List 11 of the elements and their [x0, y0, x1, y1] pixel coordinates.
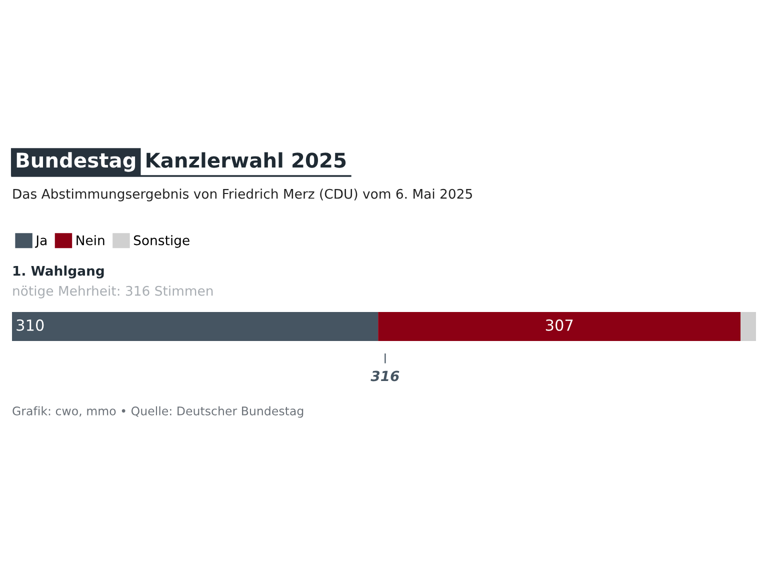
chart-title: Bundestag Kanzlerwahl 2025 [16, 152, 346, 172]
legend-label: Ja [34, 235, 46, 248]
data-label: 310 [16, 319, 44, 331]
y-tick-label: 1. Wahlgang [13, 266, 104, 278]
legend-label: Nein [76, 235, 104, 246]
annotation: nötige Mehrheit: 316 Stimmen [13, 286, 213, 298]
chart-subtitle: Das Abstimmungsergebnis von Friedrich Merz (CDU) vom 6. Mai 2025 [13, 188, 472, 202]
legend-label: Sonstige [134, 235, 190, 248]
text: Grafik: cwo, mmo • Quelle: Deutscher Bundestag [12, 406, 304, 418]
data-label: 307 [546, 319, 573, 331]
ref-line-label: 316 [370, 370, 400, 382]
